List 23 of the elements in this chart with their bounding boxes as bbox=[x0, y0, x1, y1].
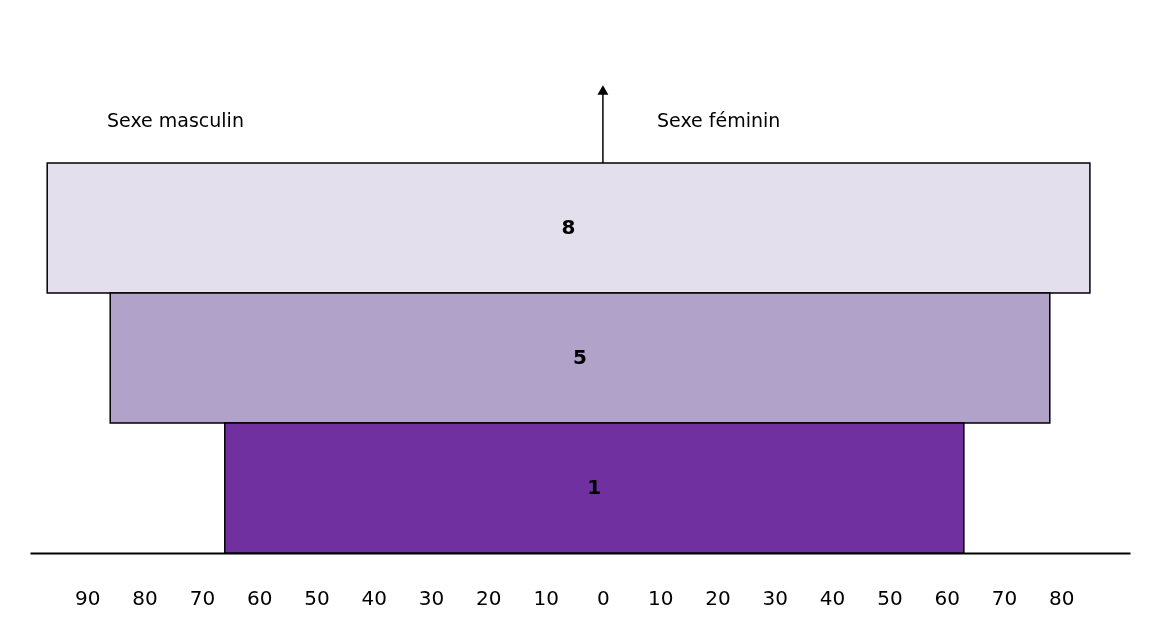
annotation: 1 bbox=[587, 475, 602, 499]
x-tick-label: 20 bbox=[476, 585, 502, 610]
x-tick-label: 40 bbox=[361, 585, 387, 610]
x-tick-label: 10 bbox=[647, 585, 674, 610]
x-tick-label: 50 bbox=[877, 585, 903, 610]
text: Sexe féminin bbox=[657, 109, 781, 131]
x-tick-label: 90 bbox=[75, 585, 101, 610]
x-tick-label: 10 bbox=[533, 585, 559, 610]
x-tick-label: 50 bbox=[304, 585, 330, 610]
x-tick-label: 60 bbox=[934, 585, 960, 610]
annotation: 5 bbox=[573, 345, 587, 369]
x-tick-label: 20 bbox=[705, 585, 731, 610]
x-tick-label: 70 bbox=[189, 585, 216, 610]
x-tick-label: 80 bbox=[132, 585, 158, 610]
x-tick-label: 70 bbox=[991, 585, 1018, 610]
x-tick-label: 0 bbox=[597, 585, 610, 610]
x-tick-label: 30 bbox=[418, 585, 445, 610]
x-tick-label: 30 bbox=[762, 585, 789, 610]
x-tick-label: 40 bbox=[819, 585, 846, 610]
x-tick-label: 80 bbox=[1049, 585, 1075, 610]
annotation: 8 bbox=[561, 215, 576, 239]
text: Sexe masculin bbox=[107, 109, 244, 131]
x-tick-label: 60 bbox=[246, 585, 273, 610]
